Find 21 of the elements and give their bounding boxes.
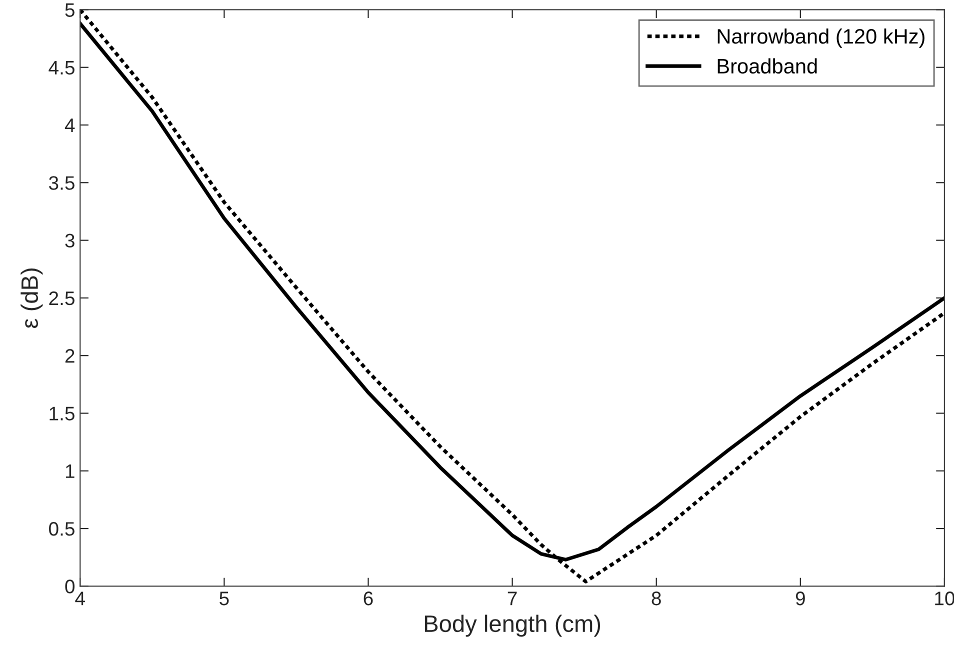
y-tick-label: 3 [65,234,74,248]
y-tick-label: 0 [65,580,75,594]
y-tick-label: 1 [66,464,74,478]
x-tick-label: 4 [75,592,85,606]
y-tick-label: 2 [65,349,74,363]
y-tick-label: 2.5 [49,291,74,306]
legend-label: Narrowband (120 kHz) [718,28,924,48]
y-tick-label: 4 [64,118,75,132]
x-tick-label: 6 [364,592,373,606]
y-tick-label: 3.5 [48,176,74,190]
x-tick-label: 8 [652,592,661,606]
y-axis-title: ε (dB) [20,268,43,328]
x-tick-label: 9 [796,592,805,606]
x-tick-label: 5 [220,592,229,606]
y-tick-label: 0.5 [49,522,74,536]
y-tick-label: 5 [65,3,74,17]
y-tick-label: 4.5 [48,61,74,75]
x-tick-label: 7 [508,592,517,606]
y-tick-label: 1.5 [50,406,74,420]
x-axis-title: Body length (cm) [425,614,600,637]
legend-label: Broadband [718,58,817,74]
